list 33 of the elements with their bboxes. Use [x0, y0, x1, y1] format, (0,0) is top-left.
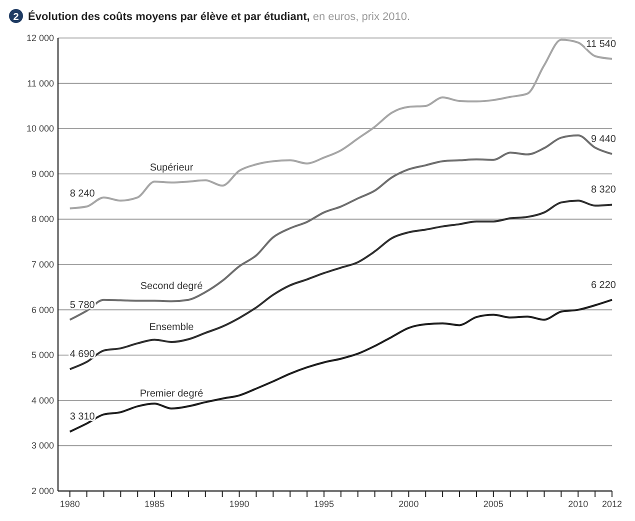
- data-label: 3 310: [70, 412, 96, 423]
- y-tick-label: 12 000: [26, 33, 54, 43]
- series-label: Premier degré: [140, 388, 204, 400]
- chart-subtitle: en euros, prix 2010.: [310, 11, 410, 23]
- y-tick-label: 2 000: [31, 486, 54, 496]
- x-tick-label: 1980: [60, 499, 80, 509]
- data-label: 9 440: [590, 134, 616, 145]
- data-label: 8 240: [70, 188, 96, 200]
- y-tick-label: 11 000: [27, 78, 54, 88]
- x-tick-label: 1985: [144, 499, 165, 509]
- data-label: 8 320: [590, 184, 616, 196]
- series-label: Supérieur: [150, 162, 194, 174]
- x-tick-label: 2005: [483, 499, 504, 509]
- y-tick-label: 9 000: [31, 168, 54, 179]
- data-label: 11 540: [586, 38, 616, 50]
- y-tick-label: 8 000: [31, 214, 54, 224]
- line-series: [68, 298, 613, 433]
- y-tick-label: 3 000: [31, 440, 54, 451]
- y-tick-label: 5 000: [31, 350, 54, 360]
- y-tick-label: 6 000: [31, 304, 54, 315]
- y-tick-label: 10 000: [26, 124, 54, 134]
- number-badge: 2: [9, 9, 23, 23]
- data-label: 6 220: [590, 280, 616, 291]
- y-tick-label: 4 000: [31, 395, 54, 406]
- x-tick-label: 2010: [568, 499, 588, 509]
- chart-title: Évolution des coûts moyens par élève et par étudiant,: [28, 11, 310, 23]
- x-tick-label: 2000: [398, 499, 419, 509]
- x-tick-label: 1995: [314, 499, 334, 509]
- series-label: Second degré: [140, 281, 204, 292]
- x-tick-label: 2012: [602, 499, 622, 509]
- series-label: Ensemble: [149, 322, 194, 333]
- y-tick-label: 7 000: [31, 260, 54, 270]
- x-tick-label: 1990: [229, 499, 250, 509]
